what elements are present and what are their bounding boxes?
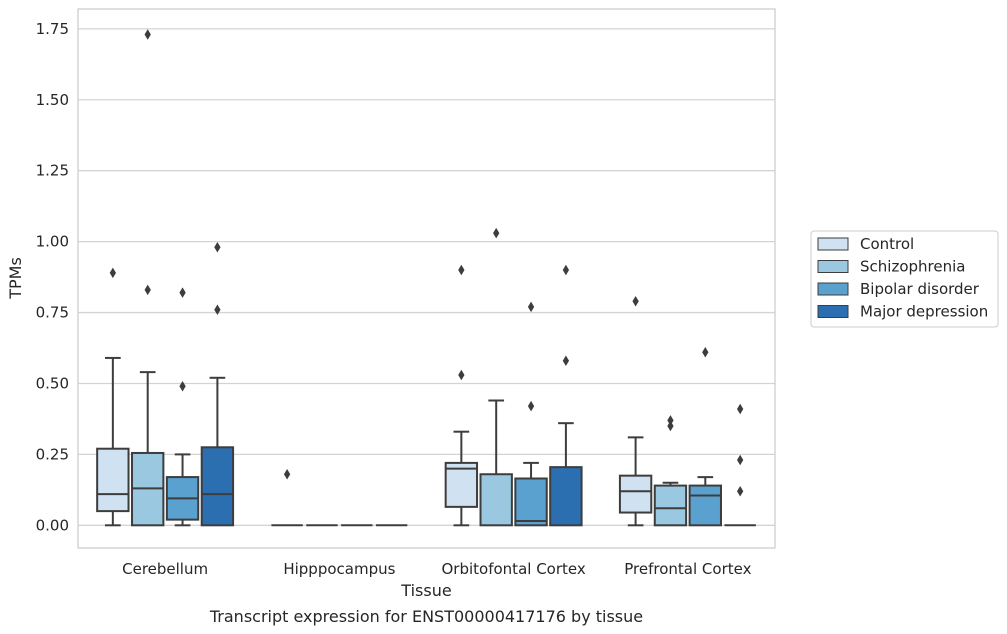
box-2-3: [549, 264, 583, 527]
outlier-point: [527, 301, 535, 313]
outlier-point: [493, 227, 500, 239]
y-tick-label: 0.25: [36, 445, 69, 463]
plot-background: [78, 9, 775, 548]
x-tick-label: Orbitofontal Cortex: [442, 560, 586, 578]
outlier-point: [214, 242, 221, 253]
x-tick-label: Hipppocampus: [283, 560, 395, 578]
box-iqr: [549, 466, 583, 527]
box-layer: [96, 29, 756, 527]
outlier-point: [632, 295, 639, 307]
legend-items: Control Schizophrenia Bipolar disorder Majo…: [817, 235, 988, 321]
legend-label: Major depression: [860, 303, 988, 321]
y-tick-label: 1.00: [36, 233, 69, 251]
legend-label: Control: [860, 235, 914, 253]
y-tick-label: 0.00: [36, 516, 69, 534]
box-2-2: [514, 301, 548, 527]
box-iqr: [514, 477, 548, 527]
box-iqr: [618, 474, 653, 514]
outlier-point: [214, 304, 221, 315]
legend-swatch: [817, 237, 849, 251]
outlier-point: [527, 400, 535, 412]
outlier-point: [737, 403, 744, 415]
outlier-point: [144, 284, 151, 296]
outlier-point: [737, 454, 744, 466]
box-3-3: [724, 403, 756, 527]
y-tick-layer: 0.00 0.25 0.50 0.75 1.00 1.25 1.50 1.75: [36, 20, 69, 534]
box-2-1: [479, 227, 513, 527]
legend-label: Schizophrenia: [860, 258, 965, 276]
outlier-point: [562, 355, 570, 367]
outlier-point: [179, 381, 186, 392]
legend-swatch: [817, 260, 849, 273]
x-tick-label: Cerebellum: [122, 560, 208, 578]
box-0-3: [200, 242, 235, 527]
box-2-0: [444, 264, 479, 527]
legend-frame: [810, 230, 999, 328]
outlier-point: [109, 267, 116, 279]
y-tick-label: 1.25: [36, 162, 69, 180]
outlier-point: [667, 415, 674, 426]
chart-caption: Transcript expression for ENST0000041717…: [209, 607, 643, 626]
x-tick-label: Prefrontal Cortex: [624, 560, 751, 578]
box-3-2: [688, 347, 722, 527]
y-tick-label: 0.75: [36, 304, 69, 322]
outlier-point: [458, 369, 465, 381]
legend-label: Bipolar disorder: [860, 280, 980, 298]
box-3-1: [653, 415, 688, 527]
y-tick-label: 0.50: [36, 374, 69, 392]
box-3-0: [618, 295, 653, 527]
outlier-point: [702, 347, 709, 358]
outlier-point: [144, 29, 151, 40]
box-iqr: [688, 484, 722, 527]
legend: Control Schizophrenia Bipolar disorder Majo…: [810, 230, 999, 328]
x-tick-layer: Cerebellum Hipppocampus Orbitofontal Corte…: [122, 560, 751, 578]
grid-layer: [78, 28, 775, 526]
y-tick-label: 1.50: [36, 91, 69, 109]
outlier-point: [737, 486, 744, 497]
box-iqr: [96, 447, 130, 513]
outlier-point: [562, 264, 570, 276]
x-axis-title: Tissue: [400, 581, 451, 600]
box-iqr: [200, 446, 235, 527]
box-0-2: [165, 287, 200, 527]
legend-swatch: [817, 305, 849, 318]
y-tick-label: 1.75: [36, 20, 69, 38]
y-axis-title: TPMs: [6, 257, 25, 300]
outlier-point: [283, 468, 291, 480]
plot-frame: [77, 8, 776, 549]
outlier-point: [458, 264, 465, 276]
box-iqr: [444, 461, 479, 508]
box-iqr: [653, 484, 688, 527]
box-0-0: [96, 267, 130, 527]
outlier-point: [667, 420, 674, 432]
legend-swatch: [817, 282, 849, 296]
box-1-0: [271, 468, 303, 527]
outlier-point: [179, 287, 186, 298]
box-0-1: [131, 29, 165, 527]
box-iqr: [479, 473, 513, 527]
